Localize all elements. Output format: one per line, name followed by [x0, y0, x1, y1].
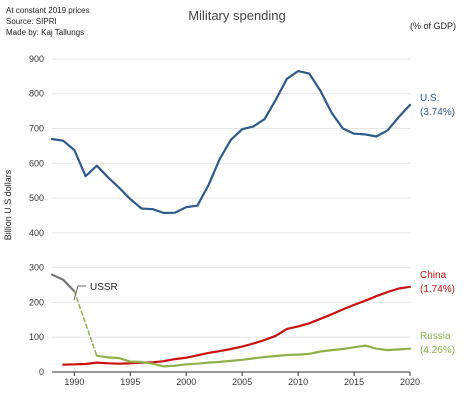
x-tick-label: 2000 — [176, 377, 196, 387]
y-tick-label: 400 — [29, 228, 44, 238]
note-prices: At constant 2019 prices — [6, 6, 90, 15]
x-tick-label: 2015 — [344, 377, 364, 387]
series-labels: U.S. (3.74%) USSR China (1.74%) Russia (4.26%) — [73, 93, 455, 356]
y-tick-label: 300 — [29, 263, 44, 273]
us-label: U.S. — [420, 93, 439, 104]
ussr-russia-dashed-line — [73, 290, 98, 357]
y-tick-labels: 0 100 200 300 400 500 600 700 800 900 — [29, 54, 44, 377]
ussr-line — [50, 273, 76, 293]
russia-gdp-share-label: (4.26%) — [420, 345, 455, 356]
unit-label: (% of GDP) — [409, 21, 456, 31]
us-line — [50, 69, 412, 215]
x-tick-label: 2020 — [400, 377, 420, 387]
x-tick-labels: 1990 1995 2000 2005 2010 2015 2020 — [64, 372, 420, 387]
china-label: China — [420, 270, 447, 281]
y-tick-label: 600 — [29, 158, 44, 168]
y-tick-label: 0 — [39, 367, 44, 377]
x-tick-label: 1990 — [64, 377, 84, 387]
ussr-leader-line — [73, 285, 86, 301]
chart-title: Military spending — [188, 8, 286, 23]
russia-label: Russia — [420, 331, 451, 342]
y-tick-label: 100 — [29, 332, 44, 342]
note-author: Made by: Kaj Tallungs — [6, 28, 85, 37]
x-tick-label: 1995 — [120, 377, 140, 387]
x-tick-label: 2005 — [232, 377, 252, 387]
x-tick-label: 2010 — [288, 377, 308, 387]
ussr-label: USSR — [90, 282, 118, 293]
china-line — [62, 285, 412, 366]
y-tick-label: 700 — [29, 124, 44, 134]
y-tick-label: 800 — [29, 89, 44, 99]
y-tick-label: 900 — [29, 54, 44, 64]
series-lines — [50, 69, 412, 368]
us-gdp-share-label: (3.74%) — [420, 107, 455, 118]
y-tick-label: 500 — [29, 193, 44, 203]
y-axis-label: Billion U.S dollars — [3, 169, 13, 241]
china-gdp-share-label: (1.74%) — [420, 284, 455, 295]
note-source: Source: SIPRI — [6, 17, 57, 26]
grid-lines — [52, 58, 410, 338]
y-tick-label: 200 — [29, 297, 44, 307]
russia-line — [95, 344, 412, 368]
